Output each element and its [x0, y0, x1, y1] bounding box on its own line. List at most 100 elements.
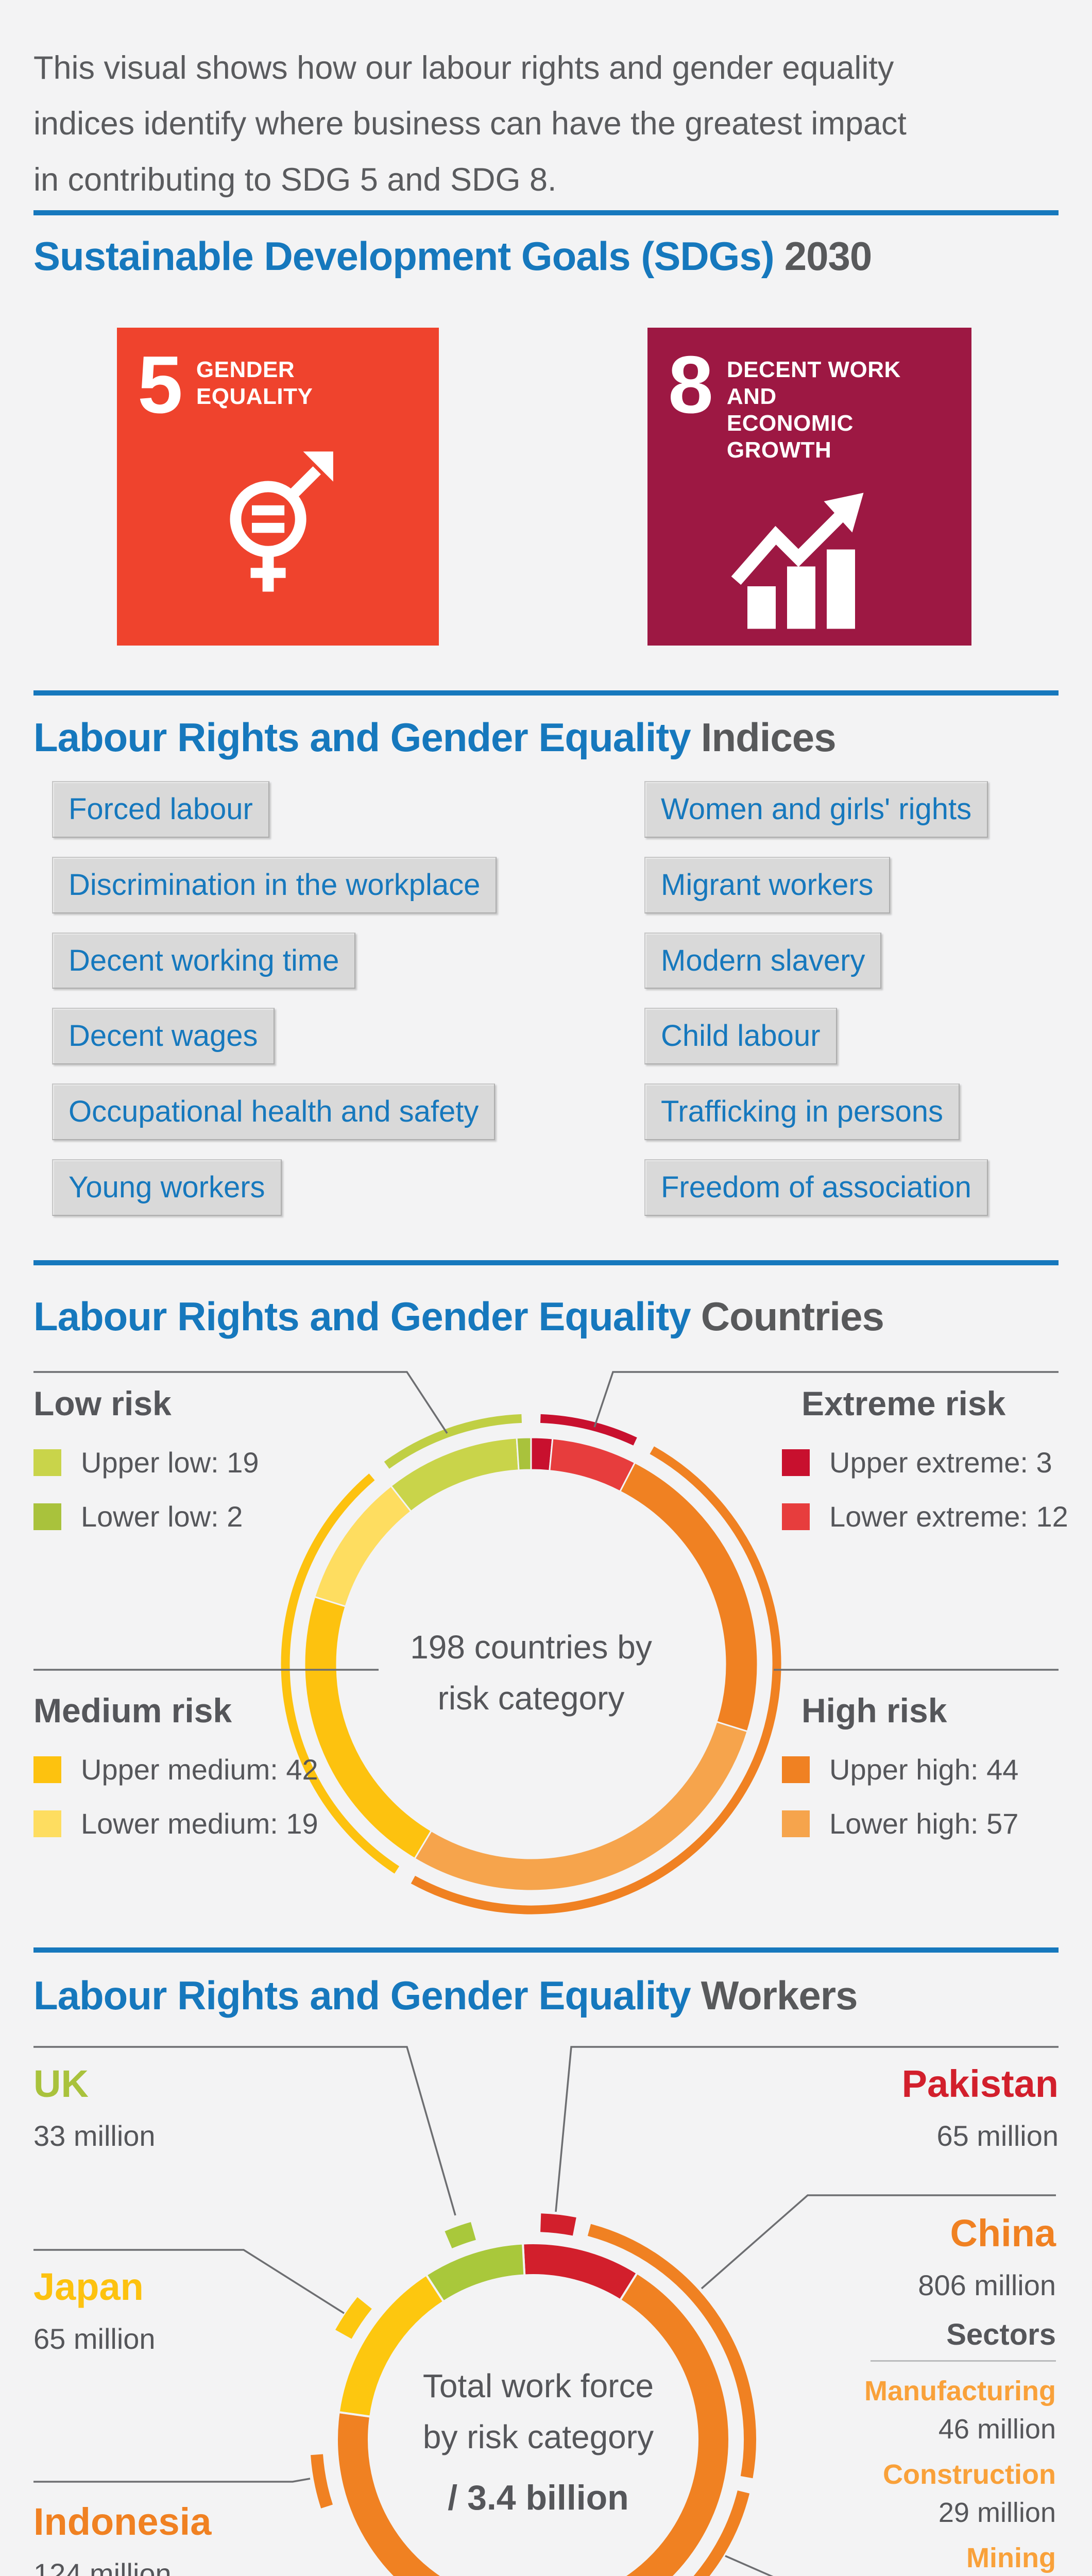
section-divider [33, 690, 1059, 696]
sector-value: 29 million [938, 2497, 1056, 2528]
economic-growth-icon [668, 484, 951, 654]
workers-center-line1: Total work force [422, 2367, 654, 2404]
country-name: Pakistan [901, 2062, 1059, 2105]
index-button[interactable]: Decent working time [52, 932, 356, 989]
callout-pakistan: Pakistan 65 million [902, 2062, 1059, 2153]
sdg8-tile: 8 DECENT WORK AND ECONOMIC GROWTH [647, 328, 971, 646]
section-divider [33, 210, 1059, 215]
risk-group-title: Low risk [33, 1384, 172, 1422]
callout-china: China 806 million Sectors Manufacturing 4… [737, 2211, 1056, 2576]
risk-legend-label: Upper medium: 42 [81, 1753, 318, 1786]
countries-donut-center-text: 198 countries by risk category [320, 1622, 742, 1724]
risk-legend-label: Upper low: 19 [81, 1446, 259, 1479]
workers-country-arc-china [587, 2224, 756, 2479]
workers-heading: Labour Rights and Gender Equality Workers [33, 1972, 858, 2019]
workers-country-arc-uk [445, 2222, 476, 2249]
risk-swatch [33, 1503, 61, 1530]
index-button[interactable]: Young workers [52, 1159, 282, 1216]
country-name: China [950, 2212, 1056, 2255]
countries-ring-segment-lower-low [516, 1436, 532, 1471]
sdg8-number: 8 [668, 340, 713, 430]
risk-legend-label: Upper extreme: 3 [829, 1446, 1052, 1479]
risk-swatch [782, 1756, 810, 1783]
countries-outer-arc-high-risk [411, 1446, 781, 1914]
callout-line [593, 1371, 1059, 1428]
risk-legend-label: Lower medium: 19 [81, 1807, 318, 1840]
index-button[interactable]: Freedom of association [644, 1159, 988, 1216]
sdg5-number: 5 [138, 340, 183, 430]
callout-line [33, 2478, 311, 2483]
risk-swatch [33, 1810, 61, 1837]
callout-line [555, 2046, 1059, 2212]
index-button[interactable]: Occupational health and safety [52, 1083, 496, 1140]
countries-ring-segment-lower-medium [313, 1485, 413, 1607]
risk-legend-row: Upper high: 44 [782, 1753, 1018, 1786]
risk-legend-row: Lower extreme: 12 [782, 1500, 1068, 1533]
risk-legend-row: Lower high: 57 [782, 1807, 1018, 1840]
risk-legend-row: Upper medium: 42 [33, 1753, 318, 1786]
index-button[interactable]: Women and girls' rights [644, 781, 988, 838]
countries-ring-segment-lower-high [413, 1721, 749, 1892]
sdg8-header: 8 DECENT WORK AND ECONOMIC GROWTH [668, 340, 951, 464]
index-button[interactable]: Modern slavery [644, 932, 882, 989]
callout-uk: UK 33 million [33, 2062, 156, 2153]
countries-outer-arc-low-risk [384, 1414, 522, 1469]
sector-label: Manufacturing [864, 2376, 1056, 2406]
indices-heading-main: Labour Rights and Gender Equality [33, 715, 691, 760]
risk-swatch [33, 1756, 61, 1783]
risk-group-title: Medium risk [33, 1691, 232, 1730]
countries-center-line2: risk category [437, 1680, 625, 1717]
index-button[interactable]: Forced labour [52, 781, 269, 838]
callout-line [701, 2194, 1056, 2290]
index-button[interactable]: Decent wages [52, 1008, 275, 1065]
index-button[interactable]: Child labour [644, 1008, 837, 1065]
workers-ring-segment-low-risk [424, 2242, 526, 2303]
sector-value: 46 million [938, 2414, 1056, 2445]
intro-text: This visual shows how our labour rights … [33, 50, 907, 198]
risk-legend-row: Lower medium: 19 [33, 1807, 318, 1840]
risk-legend-row: Lower low: 2 [33, 1500, 259, 1533]
sectors-divider [871, 2360, 1056, 2362]
workers-ring-segment-extreme-risk [521, 2242, 639, 2302]
risk-swatch [782, 1810, 810, 1837]
index-button[interactable]: Migrant workers [644, 856, 890, 913]
risk-legend-row: Upper extreme: 3 [782, 1446, 1068, 1479]
indices-buttons-right: Women and girls' rights Migrant workers Mo… [644, 781, 988, 1216]
risk-swatch [782, 1503, 810, 1530]
section-divider [33, 1260, 1059, 1265]
workers-donut-center-text: Total work force by risk category / 3.4 … [327, 2361, 749, 2526]
callout-line [33, 1371, 448, 1434]
country-value: 65 million [936, 2120, 1059, 2152]
risk-legend-label: Lower high: 57 [829, 1807, 1019, 1840]
country-value: 124 million [33, 2557, 172, 2576]
workers-heading-main: Labour Rights and Gender Equality [33, 1973, 691, 2018]
risk-group-title: Extreme risk [801, 1384, 1006, 1422]
countries-heading-main: Labour Rights and Gender Equality [33, 1294, 691, 1339]
risk-swatch [782, 1449, 810, 1476]
country-value: 65 million [33, 2323, 156, 2355]
index-button[interactable]: Discrimination in the workplace [52, 856, 497, 913]
gender-equality-icon [138, 442, 418, 617]
section-divider [33, 1947, 1059, 1953]
high-risk-group: High risk Upper high: 44 Lower high: 57 [782, 1691, 1018, 1861]
sector-label: Mining [966, 2543, 1056, 2573]
callout-indonesia: Indonesia 124 million [33, 2500, 211, 2576]
medium-risk-group: Medium risk Upper medium: 42 Lower medium:… [33, 1691, 318, 1861]
sdg5-tile: 5 GENDER EQUALITY [117, 328, 439, 646]
index-button[interactable]: Trafficking in persons [644, 1083, 960, 1140]
workers-center-line2: by risk category [422, 2418, 654, 2456]
countries-ring-segment-lower-extreme [549, 1437, 636, 1493]
workers-ring-segment-high-risk [336, 2272, 730, 2576]
risk-legend-label: Lower low: 2 [81, 1500, 243, 1533]
risk-swatch [33, 1449, 61, 1476]
risk-group-title: High risk [801, 1691, 947, 1730]
risk-legend-row: Upper low: 19 [33, 1446, 259, 1479]
extreme-risk-group: Extreme risk Upper extreme: 3 Lower extrem… [782, 1384, 1068, 1554]
workers-country-arc-pakistan [540, 2213, 576, 2236]
sdg8-label: DECENT WORK AND ECONOMIC GROWTH [726, 357, 901, 463]
risk-legend-label: Upper high: 44 [829, 1753, 1019, 1786]
country-name: Indonesia [33, 2500, 212, 2543]
callout-line [33, 2046, 456, 2216]
